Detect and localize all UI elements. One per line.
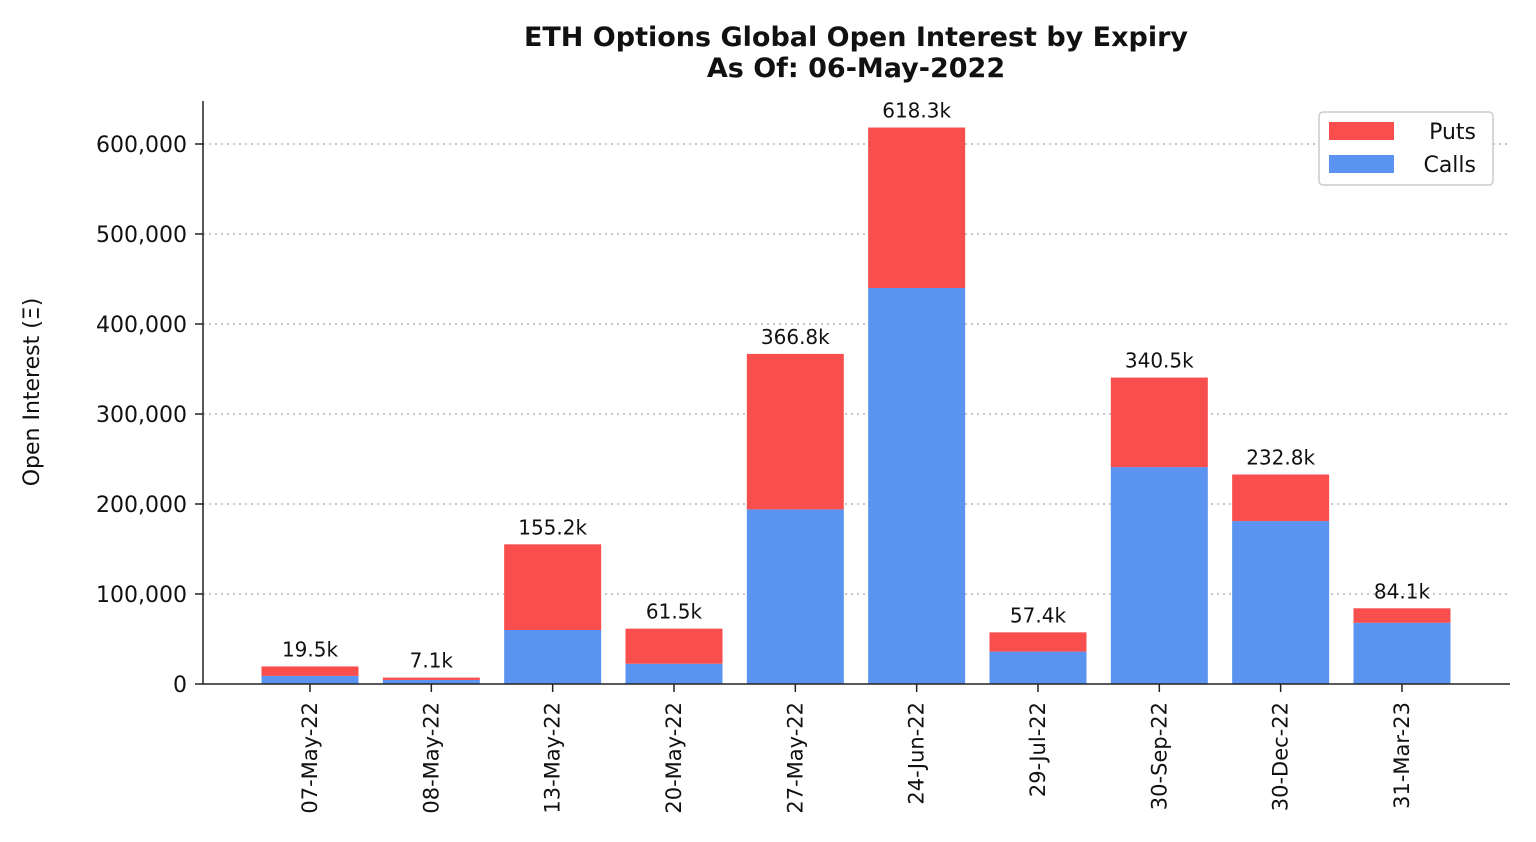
- legend-swatch-calls: [1329, 155, 1394, 173]
- total-label: 84.1k: [1374, 579, 1431, 603]
- chart-subtitle: As Of: 06-May-2022: [707, 53, 1005, 84]
- x-tick-label: 13-May-22: [541, 702, 565, 814]
- legend-swatch-puts: [1329, 122, 1394, 140]
- y-tick-label: 300,000: [96, 403, 187, 428]
- x-tick-label: 30-Sep-22: [1147, 702, 1171, 810]
- x-tick-label: 07-May-22: [298, 702, 322, 814]
- bar-puts: [382, 677, 480, 680]
- bar-calls: [504, 630, 602, 684]
- y-tick-label: 200,000: [96, 493, 187, 518]
- bar-puts: [1353, 608, 1451, 623]
- total-label: 232.8k: [1246, 445, 1315, 469]
- bar-puts: [261, 666, 359, 676]
- bar-calls: [746, 509, 844, 684]
- total-label: 618.3k: [882, 99, 951, 123]
- bar-calls: [1353, 622, 1451, 684]
- y-tick-label: 0: [173, 673, 187, 698]
- total-label: 61.5k: [646, 600, 703, 624]
- legend: Puts Calls: [1318, 111, 1494, 186]
- y-tick-label: 100,000: [96, 583, 187, 608]
- bar-calls: [1110, 467, 1208, 684]
- x-tick-label: 31-Mar-23: [1390, 702, 1414, 809]
- legend-label-puts: Puts: [1429, 120, 1476, 145]
- bar-puts: [746, 353, 844, 510]
- legend-label-calls: Calls: [1423, 153, 1476, 178]
- y-axis-label: Open Interest (Ξ): [20, 298, 45, 487]
- total-label: 7.1k: [410, 649, 454, 673]
- x-tick-label: 27-May-22: [783, 702, 807, 814]
- bar-calls: [625, 663, 723, 684]
- total-label: 57.4k: [1010, 603, 1067, 627]
- bar-calls: [382, 679, 480, 684]
- total-label: 366.8k: [761, 325, 830, 349]
- bar-puts: [1232, 474, 1330, 522]
- bar-calls: [989, 651, 1087, 684]
- bar-puts: [625, 628, 723, 664]
- bar-calls: [1232, 521, 1330, 684]
- x-ticks: 07-May-22 08-May-22 13-May-22 20-May-22 27-M…: [298, 684, 1414, 814]
- total-label: 19.5k: [282, 637, 339, 661]
- x-tick-label: 30-Dec-22: [1269, 702, 1293, 811]
- grid-lines: [203, 143, 1510, 595]
- data-labels: 19.5k 7.1k 155.2k 61.5k 366.8k 618.3k 57.4k 340…: [282, 99, 1431, 673]
- total-label: 155.2k: [518, 515, 587, 539]
- chart-title: ETH Options Global Open Interest by Expi…: [524, 22, 1188, 53]
- bar-puts: [504, 544, 602, 630]
- y-tick-label: 600,000: [96, 133, 187, 158]
- total-label: 340.5k: [1125, 349, 1194, 373]
- y-tick-label: 400,000: [96, 313, 187, 338]
- y-ticks: 0 100,000 200,000 300,000 400,000 500,000 600,…: [96, 133, 203, 698]
- bar-calls: [261, 675, 359, 684]
- bar-puts: [989, 632, 1087, 652]
- bar-calls: [868, 288, 966, 684]
- bars: [261, 127, 1451, 684]
- x-tick-label: 08-May-22: [419, 702, 443, 814]
- x-tick-label: 20-May-22: [662, 702, 686, 814]
- y-tick-label: 500,000: [96, 223, 187, 248]
- bar-puts: [868, 127, 966, 288]
- bar-puts: [1110, 377, 1208, 468]
- x-tick-label: 29-Jul-22: [1026, 702, 1050, 797]
- x-tick-label: 24-Jun-22: [905, 702, 929, 805]
